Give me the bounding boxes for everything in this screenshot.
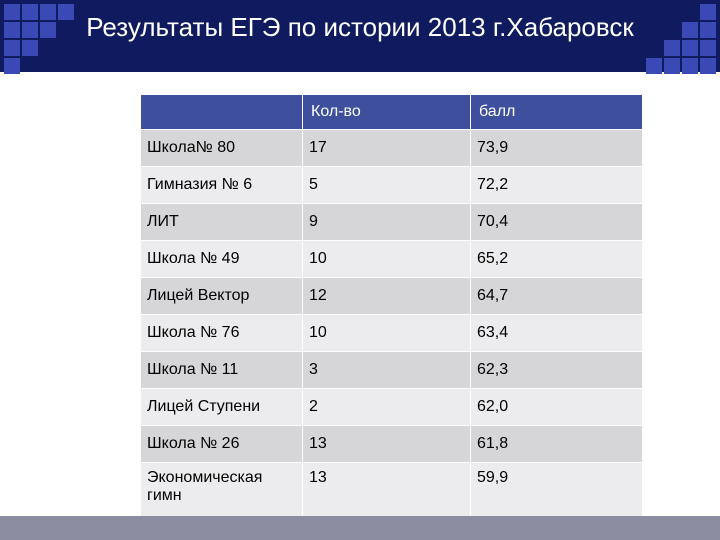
average-score: 72,2 — [470, 166, 643, 204]
school-name: Гимназия № 6 — [140, 166, 303, 204]
student-count: 9 — [302, 203, 471, 241]
results-table: Кол-во балл Школа№ 80 17 73,9 Гимназия №… — [140, 94, 643, 522]
average-score: 62,3 — [470, 351, 643, 389]
table-row: ЛИТ 9 70,4 — [140, 203, 643, 241]
average-score: 62,0 — [470, 388, 643, 426]
footer-bar — [0, 516, 720, 540]
header-school — [140, 94, 303, 130]
student-count: 13 — [302, 425, 471, 463]
average-score: 61,8 — [470, 425, 643, 463]
student-count: 2 — [302, 388, 471, 426]
student-count: 13 — [302, 462, 471, 522]
results-table-container: Кол-во балл Школа№ 80 17 73,9 Гимназия №… — [140, 94, 643, 522]
student-count: 5 — [302, 166, 471, 204]
table-row: Школа№ 80 17 73,9 — [140, 129, 643, 167]
school-name: Школа № 49 — [140, 240, 303, 278]
table-row: Экономическая гимн 13 59,9 — [140, 462, 643, 522]
table-row: Лицей Вектор 12 64,7 — [140, 277, 643, 315]
school-name: Школа № 11 — [140, 351, 303, 389]
header-band — [0, 0, 720, 72]
decorative-squares-left — [0, 0, 80, 74]
decorative-squares-right — [640, 0, 720, 74]
average-score: 63,4 — [470, 314, 643, 352]
table-row: Школа № 49 10 65,2 — [140, 240, 643, 278]
table-row: Школа № 26 13 61,8 — [140, 425, 643, 463]
school-name: Школа № 76 — [140, 314, 303, 352]
school-name: Лицей Ступени — [140, 388, 303, 426]
average-score: 64,7 — [470, 277, 643, 315]
student-count: 12 — [302, 277, 471, 315]
student-count: 10 — [302, 314, 471, 352]
school-name: Лицей Вектор — [140, 277, 303, 315]
school-name: Школа№ 80 — [140, 129, 303, 167]
header-count: Кол-во — [302, 94, 471, 130]
student-count: 3 — [302, 351, 471, 389]
school-name: ЛИТ — [140, 203, 303, 241]
table-row: Лицей Ступени 2 62,0 — [140, 388, 643, 426]
table-row: Гимназия № 6 5 72,2 — [140, 166, 643, 204]
header-score: балл — [470, 94, 643, 130]
average-score: 70,4 — [470, 203, 643, 241]
slide-title: Результаты ЕГЭ по истории 2013 г.Хабаров… — [86, 12, 634, 42]
average-score: 59,9 — [470, 462, 643, 522]
table-header-row: Кол-во балл — [140, 94, 643, 130]
average-score: 65,2 — [470, 240, 643, 278]
school-name: Экономическая гимн — [140, 462, 303, 522]
table-row: Школа № 11 3 62,3 — [140, 351, 643, 389]
table-row: Школа № 76 10 63,4 — [140, 314, 643, 352]
average-score: 73,9 — [470, 129, 643, 167]
student-count: 10 — [302, 240, 471, 278]
school-name: Школа № 26 — [140, 425, 303, 463]
student-count: 17 — [302, 129, 471, 167]
